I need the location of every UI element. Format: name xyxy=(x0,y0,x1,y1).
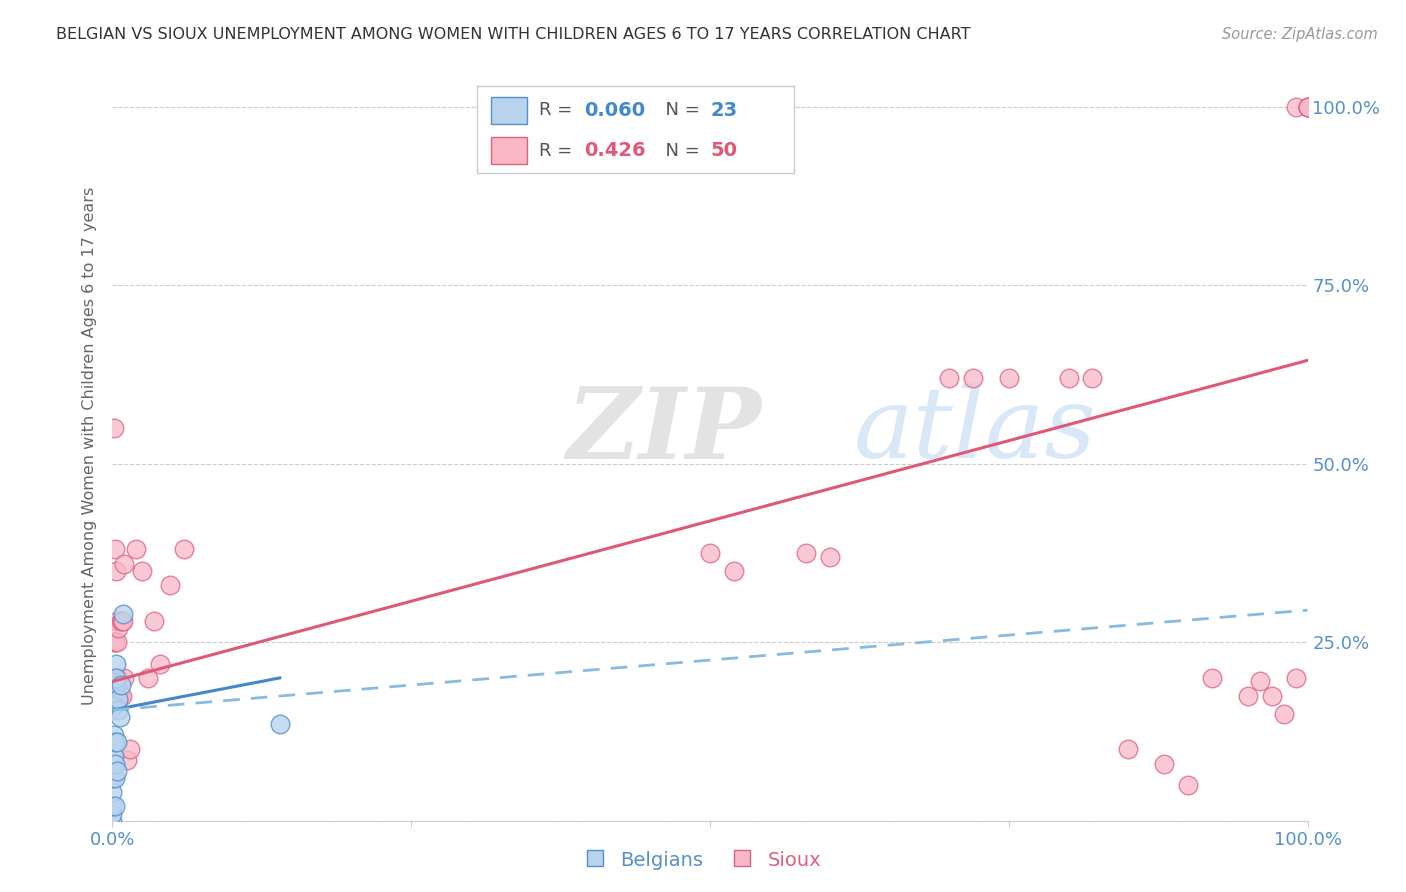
Point xyxy=(269,717,291,731)
Point xyxy=(104,542,127,557)
Point xyxy=(105,635,128,649)
Point xyxy=(107,703,129,717)
Point xyxy=(1285,671,1308,685)
Point xyxy=(104,756,127,771)
Point xyxy=(112,614,135,628)
Point xyxy=(159,578,181,592)
Point xyxy=(1081,371,1104,385)
Point xyxy=(101,806,124,821)
Point xyxy=(143,614,166,628)
Point xyxy=(103,749,125,764)
Point xyxy=(110,614,132,628)
FancyBboxPatch shape xyxy=(491,97,527,124)
Text: BELGIAN VS SIOUX UNEMPLOYMENT AMONG WOMEN WITH CHILDREN AGES 6 TO 17 YEARS CORRE: BELGIAN VS SIOUX UNEMPLOYMENT AMONG WOME… xyxy=(56,27,970,42)
Text: 23: 23 xyxy=(710,101,737,120)
Text: Source: ZipAtlas.com: Source: ZipAtlas.com xyxy=(1222,27,1378,42)
Y-axis label: Unemployment Among Women with Children Ages 6 to 17 years: Unemployment Among Women with Children A… xyxy=(82,187,97,705)
Point xyxy=(115,753,138,767)
Text: 0.060: 0.060 xyxy=(585,101,645,120)
Point xyxy=(1201,671,1223,685)
Point xyxy=(107,621,129,635)
Point xyxy=(103,728,125,742)
Point xyxy=(107,671,129,685)
Point xyxy=(104,799,127,814)
Point xyxy=(120,742,142,756)
Point xyxy=(131,564,153,578)
Point xyxy=(104,635,127,649)
Point xyxy=(1296,100,1319,114)
Point xyxy=(104,735,127,749)
FancyBboxPatch shape xyxy=(491,137,527,164)
Text: ZIP: ZIP xyxy=(567,383,762,479)
Point xyxy=(1296,100,1319,114)
Text: R =: R = xyxy=(538,102,578,120)
Point xyxy=(105,764,128,778)
Point xyxy=(112,607,135,621)
Point xyxy=(1118,742,1140,756)
Point xyxy=(723,564,745,578)
Point xyxy=(1261,689,1284,703)
Point xyxy=(173,542,195,557)
Legend: Belgians, Sioux: Belgians, Sioux xyxy=(578,843,828,878)
Point xyxy=(1057,371,1080,385)
Point xyxy=(107,692,129,706)
Point xyxy=(105,614,128,628)
Point xyxy=(1237,689,1260,703)
Point xyxy=(114,671,135,685)
Point xyxy=(114,557,135,571)
Point xyxy=(108,710,131,724)
Text: 50: 50 xyxy=(710,142,737,161)
Point xyxy=(105,671,128,685)
Point xyxy=(794,546,817,560)
Point xyxy=(699,546,721,560)
Point xyxy=(962,371,984,385)
Point xyxy=(1177,778,1199,792)
Point xyxy=(998,371,1021,385)
Point xyxy=(125,542,148,557)
Text: N =: N = xyxy=(654,102,706,120)
Point xyxy=(149,657,172,671)
Point xyxy=(111,689,134,703)
Point xyxy=(101,814,124,828)
Point xyxy=(105,657,128,671)
Point xyxy=(818,549,841,564)
Point xyxy=(111,614,134,628)
Point xyxy=(138,671,160,685)
Text: atlas: atlas xyxy=(853,384,1097,479)
Text: R =: R = xyxy=(538,142,578,160)
Point xyxy=(103,635,125,649)
Point xyxy=(105,735,128,749)
Point xyxy=(101,785,124,799)
Point xyxy=(101,671,124,685)
Point xyxy=(938,371,960,385)
FancyBboxPatch shape xyxy=(477,87,794,172)
Point xyxy=(101,771,124,785)
Point xyxy=(1272,706,1295,721)
Point xyxy=(110,678,132,692)
Point xyxy=(101,799,124,814)
Point xyxy=(1249,674,1271,689)
Text: N =: N = xyxy=(654,142,706,160)
Text: 0.426: 0.426 xyxy=(585,142,647,161)
Point xyxy=(1296,100,1319,114)
Point xyxy=(1153,756,1175,771)
Point xyxy=(108,689,131,703)
Point xyxy=(105,564,128,578)
Point xyxy=(1296,100,1319,114)
Point xyxy=(104,771,127,785)
Point xyxy=(105,671,128,685)
Point xyxy=(105,678,128,692)
Point xyxy=(103,421,125,435)
Point xyxy=(1285,100,1308,114)
Point xyxy=(103,699,125,714)
